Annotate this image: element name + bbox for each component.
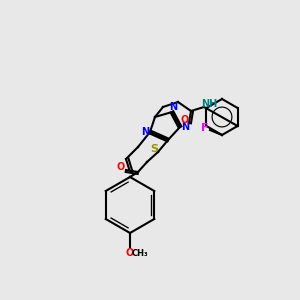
- Text: O: O: [181, 115, 189, 125]
- Text: CH₃: CH₃: [132, 250, 148, 259]
- Text: F: F: [201, 123, 209, 133]
- Text: O: O: [126, 248, 134, 258]
- Text: S: S: [150, 144, 158, 154]
- Text: N: N: [141, 127, 149, 137]
- Text: N: N: [169, 102, 177, 112]
- Text: O: O: [117, 162, 125, 172]
- Text: N: N: [181, 122, 189, 132]
- Text: NH: NH: [201, 99, 217, 109]
